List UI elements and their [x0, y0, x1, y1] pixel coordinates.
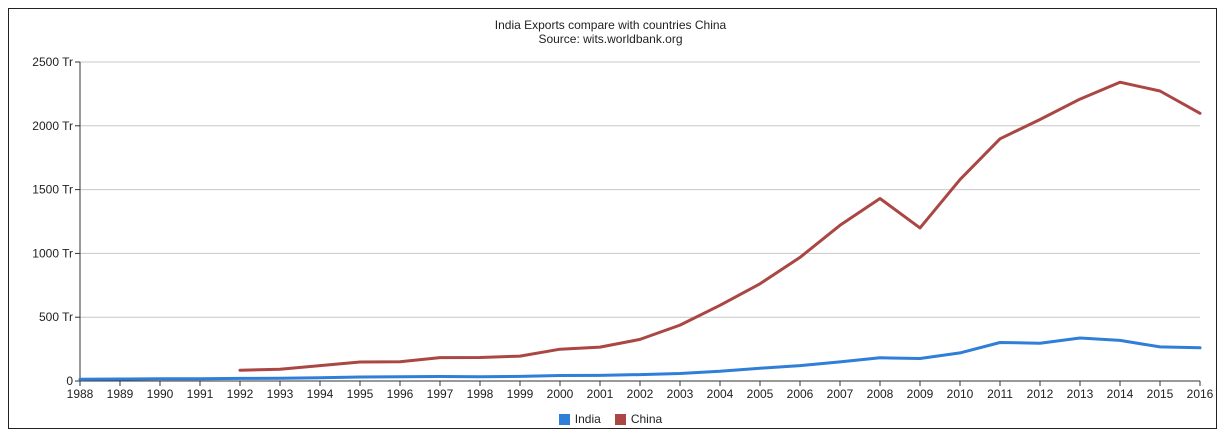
y-tick-label: 1000 Tr: [32, 246, 73, 260]
x-tick-label: 2007: [827, 387, 854, 401]
x-tick-label: 2009: [907, 387, 934, 401]
x-tick-label: 1994: [307, 387, 334, 401]
y-tick-label: 500 Tr: [39, 310, 73, 324]
x-tick-label: 2013: [1067, 387, 1094, 401]
x-tick-label: 1996: [387, 387, 414, 401]
x-tick-label: 2014: [1107, 387, 1134, 401]
x-tick-label: 2002: [627, 387, 654, 401]
x-tick-label: 2006: [787, 387, 814, 401]
chart-title: India Exports compare with countries Chi…: [494, 18, 727, 32]
x-tick-label: 2000: [547, 387, 574, 401]
x-tick-label: 1993: [267, 387, 294, 401]
y-tick-label: 1500 Tr: [32, 183, 73, 197]
legend-item-india[interactable]: India: [558, 412, 601, 426]
x-tick-label: 2016: [1187, 387, 1214, 401]
series-line-india: [78, 336, 1202, 381]
legend-label: China: [630, 412, 663, 426]
x-tick-label: 2012: [1027, 387, 1054, 401]
x-tick-label: 2011: [987, 387, 1013, 401]
y-tick-label: 2500 Tr: [32, 55, 73, 69]
x-tick-label: 1988: [67, 387, 94, 401]
x-tick-label: 2001: [587, 387, 614, 401]
x-tick-label: 1999: [507, 387, 534, 401]
chart-legend: India China: [0, 412, 1221, 426]
x-tick-label: 1997: [427, 387, 454, 401]
series-line-china: [238, 80, 1202, 372]
x-tick-label: 1995: [347, 387, 374, 401]
legend-label: India: [574, 412, 601, 426]
legend-swatch: [614, 413, 626, 425]
x-tick-label: 1998: [467, 387, 494, 401]
x-tick-label: 2005: [747, 387, 774, 401]
legend-swatch: [558, 413, 570, 425]
chart-frame: [8, 8, 1217, 429]
y-tick-label: 2000 Tr: [32, 119, 73, 133]
x-tick-label: 2008: [867, 387, 894, 401]
legend-item-china[interactable]: China: [614, 412, 663, 426]
y-tick-label: 0: [66, 374, 73, 388]
x-tick-label: 2015: [1147, 387, 1174, 401]
x-tick-label: 2004: [707, 387, 734, 401]
chart-subtitle: Source: wits.worldbank.org: [538, 32, 683, 46]
x-tick-label: 2010: [947, 387, 974, 401]
x-tick-label: 1992: [227, 387, 254, 401]
x-tick-label: 2003: [667, 387, 694, 401]
x-tick-label: 1991: [187, 387, 214, 401]
x-tick-label: 1990: [147, 387, 174, 401]
x-tick-label: 1989: [107, 387, 134, 401]
